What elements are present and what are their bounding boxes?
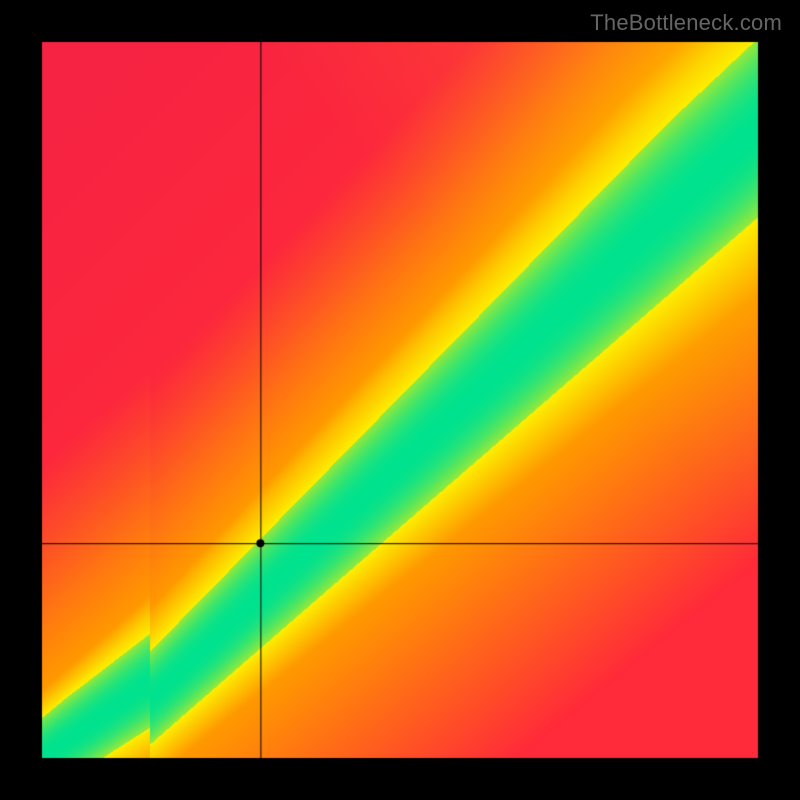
watermark-text: TheBottleneck.com <box>590 10 782 36</box>
heatmap-canvas <box>0 0 800 800</box>
chart-frame: TheBottleneck.com <box>0 0 800 800</box>
